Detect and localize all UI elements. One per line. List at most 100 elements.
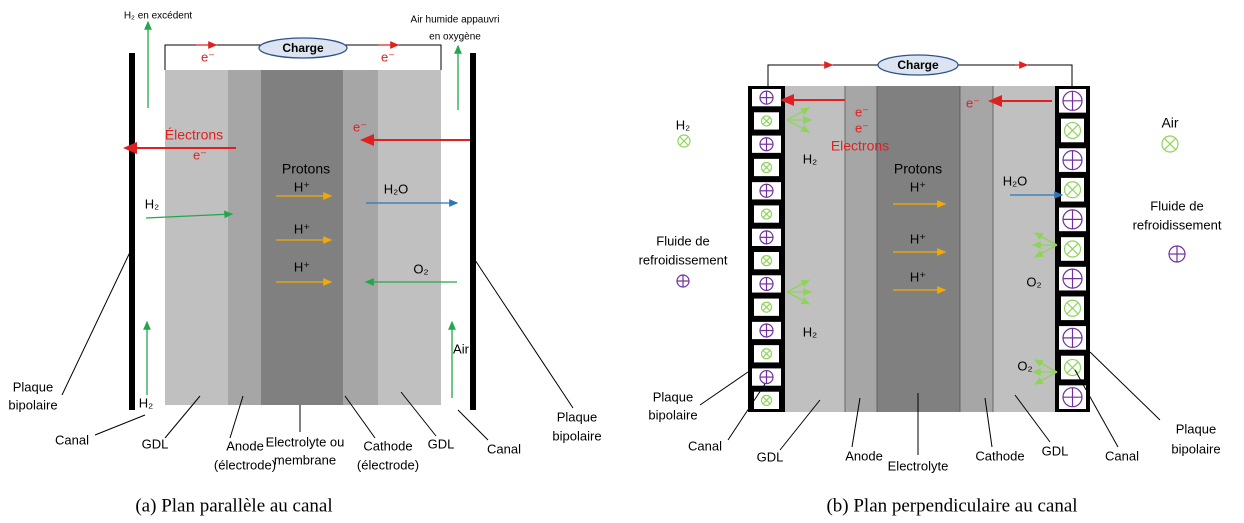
label: H₂O [384,181,409,196]
label: refroidissement [639,252,728,267]
label: Protons [894,161,942,177]
label: e⁻ [381,49,395,64]
anode [845,86,877,412]
label: Plaque [13,379,53,394]
gas-channel-mark [1066,124,1079,137]
label: e⁻ [855,120,869,135]
arrow [1033,371,1058,385]
leader-line [457,409,489,441]
leader-line [61,249,132,396]
label: Charge [897,58,939,72]
gas-channel [1063,299,1082,317]
gas-channel-mark [762,256,771,265]
legend-symbol [1161,135,1179,153]
caption: (a) Plan parallèle au canal [135,495,332,516]
label: Canal [1105,448,1139,463]
gas-channel [1063,181,1082,199]
gas-channel [760,208,773,220]
load [258,37,348,59]
label: e⁻ [966,95,980,110]
label: H⁺ [294,259,310,274]
gas-channel-mark [762,396,771,405]
arrow [786,107,811,121]
label: (électrode) [214,457,276,472]
gas-channel [760,115,773,127]
label: Electrons [831,138,889,154]
label: Plaque [1176,421,1216,436]
label: H₂O [1003,173,1028,188]
label: H₂ [803,151,817,166]
label: H⁺ [294,221,310,236]
anode [228,70,261,405]
gas-channel-mark [762,303,771,312]
label: en oxygène [429,32,481,43]
label: (électrode) [357,457,419,472]
label: H⁺ [910,269,926,284]
label: H₂ [145,196,159,211]
gdl [378,70,441,405]
label: H₂ [803,324,817,339]
arrow [786,119,811,133]
arrow [786,279,811,293]
caption: (b) Plan perpendiculaire au canal [826,495,1077,516]
legend-symbol-mark [1163,137,1177,151]
label: O₂ [1026,274,1041,289]
label: O₂ [413,261,428,276]
label: Anode [845,448,883,463]
label: Plaque [557,409,597,424]
label: bipolaire [552,428,601,443]
arrow [1033,359,1058,373]
gas-channel-mark [762,210,771,219]
label: bipolaire [8,397,57,412]
gas-channel [760,255,773,267]
leader-line [727,383,766,441]
label: Canal [487,441,521,456]
cathode [343,70,378,405]
label: GDL [142,436,169,451]
label: GDL [757,449,784,464]
label: Charge [282,41,324,55]
leader-line [229,395,244,439]
label: H⁺ [294,179,310,194]
gas-channel [760,301,773,313]
label: e⁻ [201,49,215,64]
label: Cathode [975,448,1024,463]
leader-line [1089,351,1161,421]
gas-channel-mark [1066,242,1079,256]
label: Electrolyte ou [266,434,345,449]
load [877,54,959,76]
label: Fluide de [1150,198,1203,213]
label: H₂ en excédent [124,11,193,22]
label: H⁺ [910,231,926,246]
label: Electrolyte [888,458,949,473]
label: refroidissement [1133,217,1222,232]
leader-line [400,391,437,437]
gas-channel [760,161,773,174]
gas-channel-mark [762,116,771,125]
label: Air [1161,115,1178,131]
gas-channel-mark [1066,183,1079,196]
label: bipolaire [648,407,697,422]
legend-symbol-mark [679,136,689,146]
gas-channel-mark [762,163,771,172]
cathode [960,86,993,412]
electrolyte [877,86,960,412]
label: e⁻ [855,104,869,119]
gas-channel [1063,358,1082,377]
arrow [786,291,811,305]
leader-line [1074,369,1119,448]
gdl [165,70,228,405]
label: e⁻ [353,119,367,134]
leader-line [474,259,574,409]
leader-line [344,395,376,439]
label: H⁺ [910,179,926,194]
gdl [785,86,845,412]
bipolar-plate [748,86,785,412]
label: H₂ [676,117,690,132]
label: O₂ [1017,358,1032,373]
label: e⁻ [193,147,207,162]
label: Canal [55,432,89,447]
gas-channel [760,394,773,406]
